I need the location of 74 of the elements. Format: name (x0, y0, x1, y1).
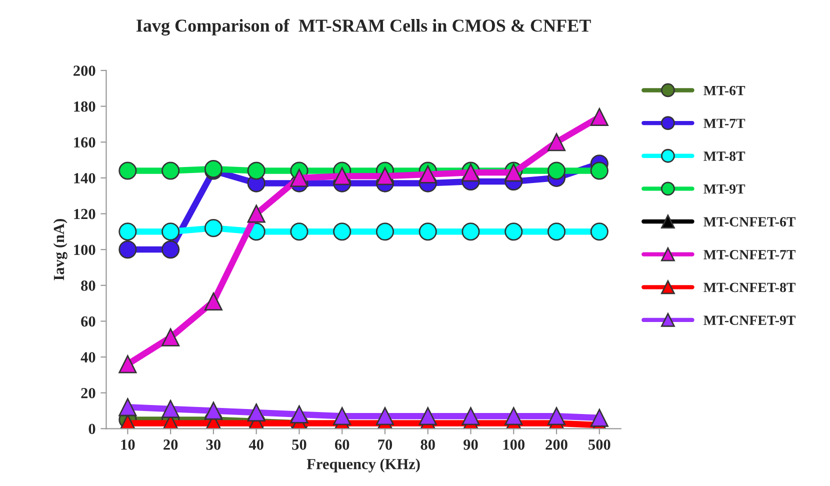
point (376, 222, 394, 241)
point (418, 165, 437, 184)
point (118, 355, 137, 374)
legend-label: MT-CNFET-9T (704, 316, 796, 325)
legend-label: MT-8T (704, 151, 746, 161)
x-tick-label: 200 (546, 440, 568, 450)
point (290, 405, 308, 424)
legend-label: MT-CNFET-7T (704, 250, 796, 260)
legend-label: MT-7T (704, 118, 746, 128)
x-tick-label: 10 (121, 440, 135, 450)
x-tick-label: 20 (164, 440, 178, 450)
point (590, 222, 608, 241)
point (247, 404, 266, 422)
point (290, 222, 308, 241)
point (547, 222, 566, 241)
y-tick-label: 120 (74, 208, 96, 220)
point (547, 407, 566, 426)
point (462, 407, 480, 426)
x-tick-label: 500 (588, 440, 610, 450)
point (333, 222, 352, 241)
point (162, 222, 180, 241)
point (290, 168, 308, 187)
point (204, 219, 222, 238)
y-tick-label: 20 (81, 388, 96, 398)
legend-label: MT-6T (704, 86, 746, 96)
point (462, 222, 480, 241)
x-tick-label: 60 (334, 440, 350, 450)
point (504, 222, 523, 241)
x-tick-label: 40 (248, 440, 264, 450)
point (590, 108, 608, 126)
point (590, 408, 608, 427)
point (418, 407, 437, 426)
x-tick-label: 50 (292, 440, 306, 450)
y-tick-label: 140 (74, 173, 96, 184)
point (376, 167, 394, 186)
y-tick-label: 200 (74, 66, 96, 76)
point (547, 133, 566, 152)
point (118, 162, 137, 180)
legend-label: MT-CNFET-6T (704, 217, 796, 227)
point (247, 162, 266, 180)
point (247, 204, 266, 223)
legend-label: MT-CNFET-8T (704, 282, 796, 292)
point (118, 398, 137, 416)
x-axis-title: Frequency (KHz) (306, 458, 420, 472)
y-axis-title: Iavg (nA) (53, 219, 68, 280)
point (547, 162, 566, 180)
point (504, 407, 523, 426)
legend-label: MT-9T (704, 184, 746, 194)
point (118, 240, 137, 259)
point (162, 162, 180, 180)
y-tick-label: 180 (74, 101, 96, 112)
y-tick-label: 60 (81, 316, 96, 327)
point (118, 222, 137, 241)
point (418, 222, 437, 241)
x-tick-label: 90 (464, 440, 478, 450)
x-tick-label: 30 (206, 440, 221, 450)
point (333, 407, 352, 426)
x-tick-label: 70 (378, 440, 392, 450)
y-tick-label: 160 (74, 137, 96, 148)
point (204, 292, 222, 311)
y-tick-label: 100 (74, 244, 96, 256)
point (162, 400, 180, 418)
y-tick-label: 80 (81, 280, 96, 291)
point (590, 162, 608, 180)
point (162, 240, 180, 259)
point (376, 407, 394, 426)
point (333, 167, 352, 186)
chart-title: Iavg Comparison of MT-SRAM Cells in CMOS & CNFET (136, 18, 591, 36)
point (162, 328, 180, 346)
x-tick-label: 100 (503, 440, 525, 450)
y-tick-label: 40 (80, 352, 96, 362)
x-tick-label: 80 (420, 440, 435, 450)
y-tick-label: 0 (88, 424, 96, 434)
point (204, 402, 222, 420)
